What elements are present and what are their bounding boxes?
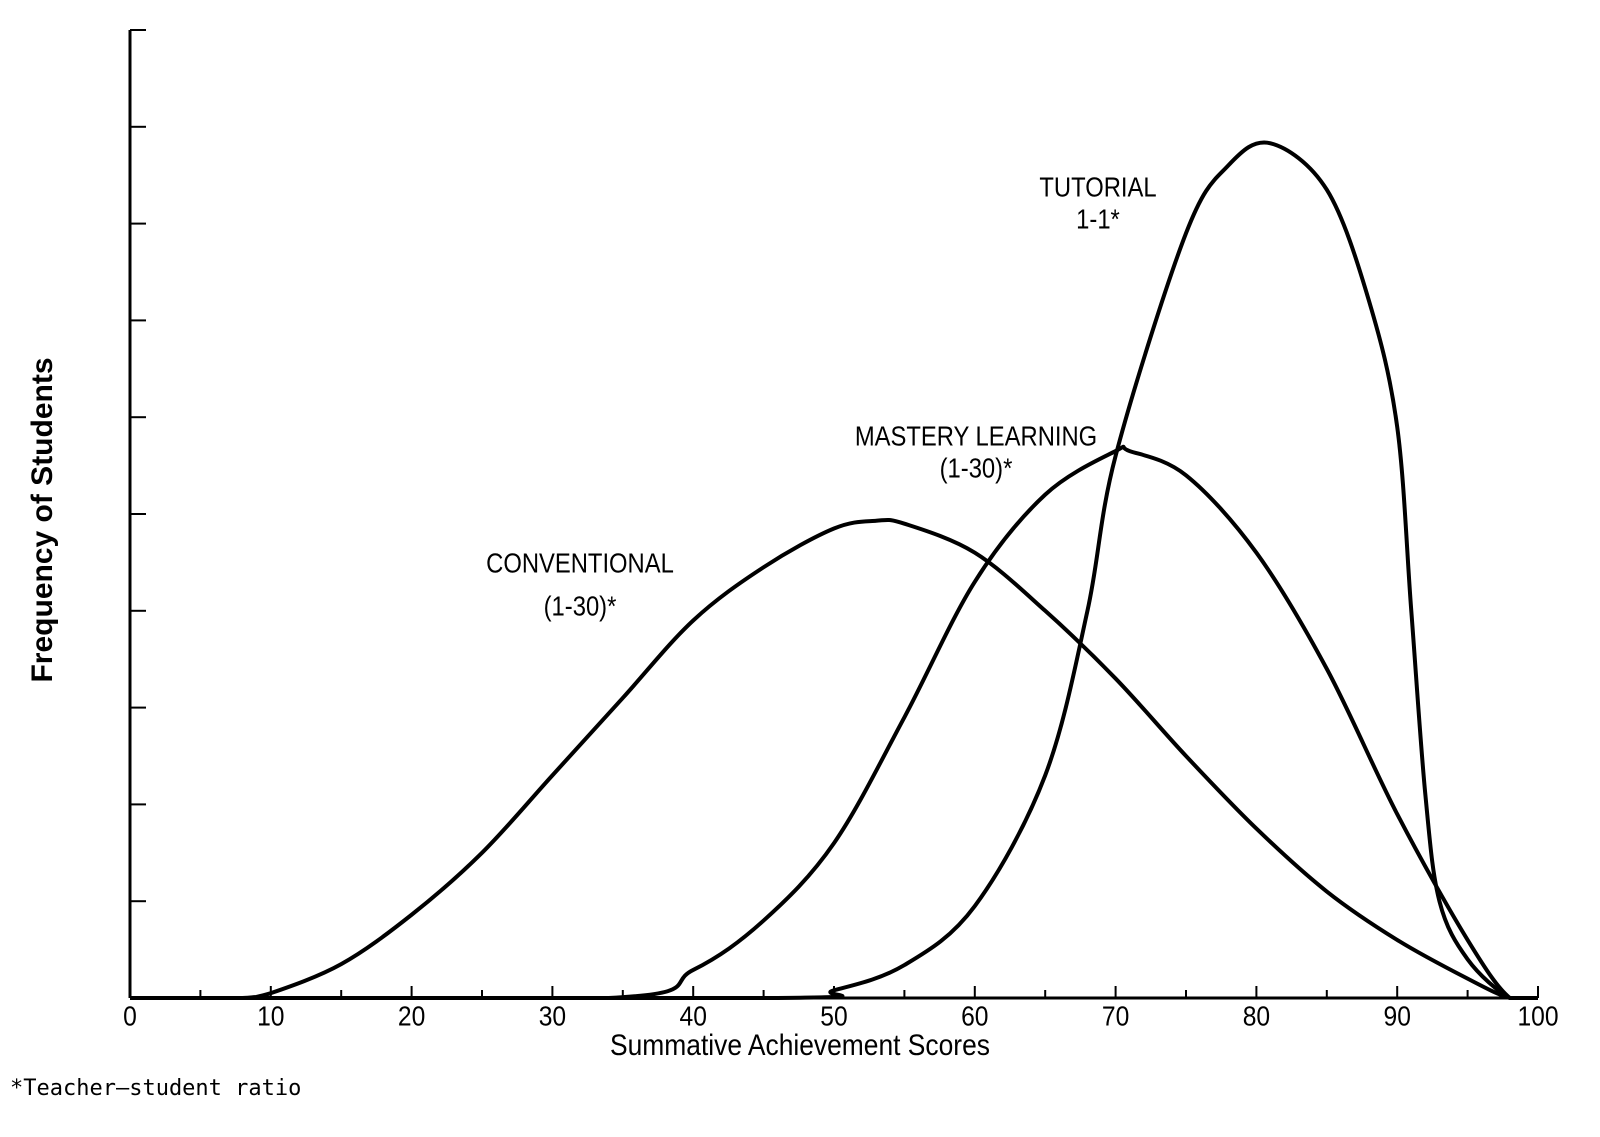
line-series: [130, 517, 1538, 1001]
x-tick-label: 90: [1383, 1000, 1410, 1032]
x-tick-label: 80: [1243, 1000, 1270, 1032]
x-tick-label: 60: [961, 1000, 988, 1032]
x-tick-label: 30: [539, 1000, 566, 1032]
x-tick-label: 100: [1517, 1000, 1558, 1032]
series-label: TUTORIAL: [1039, 171, 1156, 203]
series-label: CONVENTIONAL: [486, 547, 674, 579]
series-ratio: (1-30)*: [544, 590, 617, 622]
x-tick-label: 70: [1102, 1000, 1129, 1032]
series-ratio: (1-30)*: [940, 452, 1013, 484]
series-ratio: 1-1*: [1076, 203, 1120, 235]
x-tick-label: 20: [398, 1000, 425, 1032]
x-tick-label: 50: [820, 1000, 847, 1032]
y-axis-label: Frequency of Students: [26, 357, 59, 682]
series-label: MASTERY LEARNING: [855, 420, 1097, 452]
x-axis-label: Summative Achievement Scores: [610, 1027, 990, 1061]
footnote: *Teacher–student ratio: [10, 1076, 301, 1101]
x-tick-label: 0: [123, 1000, 137, 1032]
x-tick-label: 10: [257, 1000, 284, 1032]
x-tick-label: 40: [679, 1000, 706, 1032]
line-series: [130, 140, 1538, 1001]
line-series: [130, 444, 1538, 1001]
